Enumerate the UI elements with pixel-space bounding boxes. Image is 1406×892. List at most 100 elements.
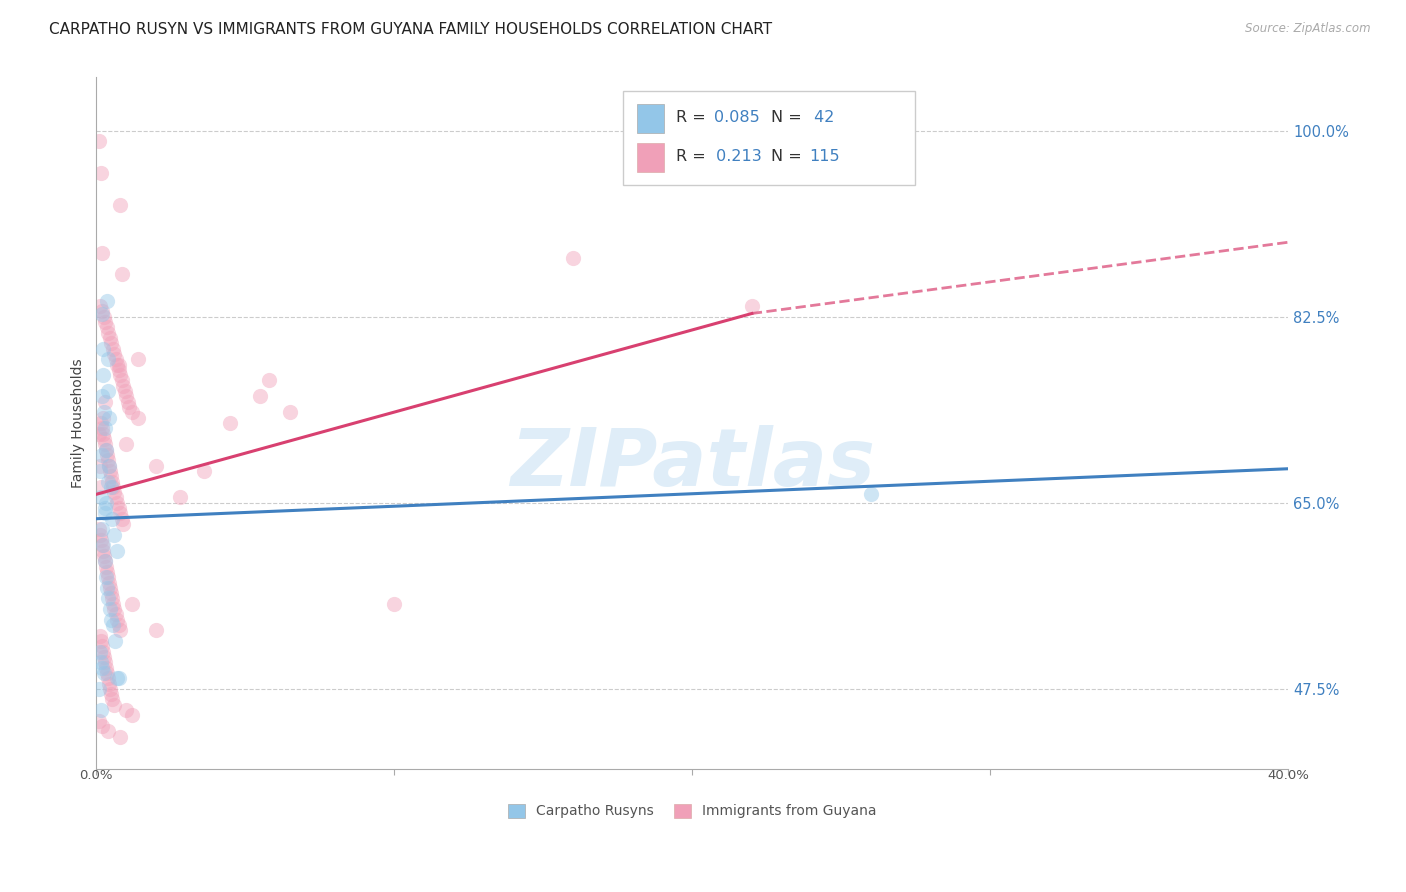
Point [97, 458, 120, 473]
Point [97, 410, 120, 425]
Point [98, 581, 121, 595]
Point [91, 426, 114, 441]
Point [90, 416, 112, 430]
Point [93, 310, 115, 324]
Point [108, 368, 131, 383]
FancyBboxPatch shape [623, 91, 915, 185]
Point [89, 464, 111, 478]
Point [97, 575, 120, 590]
Point [103, 527, 125, 541]
Bar [637, 143, 664, 172]
Point [108, 507, 131, 521]
Point [93, 549, 115, 563]
Point [104, 352, 127, 367]
Point [91, 543, 114, 558]
Point [108, 624, 131, 638]
Point [93, 421, 115, 435]
Point [121, 597, 143, 611]
Text: R =: R = [675, 110, 710, 125]
Point [90, 538, 112, 552]
Point [90, 522, 112, 536]
Point [111, 512, 134, 526]
Point [103, 347, 125, 361]
Point [219, 416, 242, 430]
Point [94, 442, 117, 457]
Point [193, 464, 215, 478]
Point [111, 267, 134, 281]
Point [96, 665, 118, 680]
Text: R =: R = [675, 150, 710, 164]
Point [90, 166, 112, 180]
Point [97, 570, 120, 584]
Point [89, 299, 111, 313]
Text: ZIPatlas: ZIPatlas [510, 425, 875, 503]
Point [89, 681, 111, 696]
Point [107, 358, 129, 372]
Point [97, 475, 120, 489]
Point [89, 134, 111, 148]
Point [90, 634, 112, 648]
Point [97, 671, 120, 685]
Point [93, 554, 115, 568]
Point [562, 251, 585, 265]
Point [121, 405, 143, 419]
Point [90, 491, 112, 505]
Point [117, 394, 139, 409]
Point [96, 293, 118, 308]
Point [127, 352, 149, 367]
Point [89, 629, 111, 643]
Y-axis label: Family Households: Family Households [72, 359, 86, 488]
Point [103, 485, 125, 500]
Point [94, 315, 117, 329]
Text: 42: 42 [808, 110, 834, 125]
Point [93, 554, 115, 568]
Point [93, 650, 115, 665]
Point [107, 363, 129, 377]
Point [91, 246, 114, 260]
Point [96, 448, 118, 462]
Point [100, 687, 122, 701]
Point [100, 336, 122, 351]
Text: N =: N = [770, 110, 807, 125]
Point [104, 607, 127, 622]
Point [107, 618, 129, 632]
Point [257, 374, 280, 388]
Point [105, 358, 128, 372]
Point [90, 719, 112, 733]
Point [90, 306, 112, 320]
Point [741, 299, 763, 313]
Point [94, 570, 117, 584]
Point [98, 602, 121, 616]
Point [89, 522, 111, 536]
Point [89, 527, 111, 541]
Point [107, 501, 129, 516]
Point [97, 453, 120, 467]
Point [94, 394, 117, 409]
Point [93, 405, 115, 419]
Point [105, 613, 128, 627]
Point [94, 496, 117, 510]
Point [90, 533, 112, 547]
Point [859, 487, 882, 501]
Point [103, 602, 125, 616]
Point [100, 586, 122, 600]
Text: Source: ZipAtlas.com: Source: ZipAtlas.com [1246, 22, 1371, 36]
Point [97, 676, 120, 690]
Point [145, 458, 167, 473]
Point [101, 618, 124, 632]
Point [118, 400, 141, 414]
Point [101, 591, 124, 606]
Text: 0.0%: 0.0% [80, 769, 112, 781]
Point [91, 342, 114, 356]
Point [105, 496, 128, 510]
Point [108, 730, 131, 744]
Point [97, 352, 120, 367]
Point [91, 538, 114, 552]
Point [114, 384, 136, 398]
Point [97, 458, 120, 473]
Point [100, 613, 122, 627]
Point [112, 379, 135, 393]
Point [98, 464, 121, 478]
Point [278, 405, 301, 419]
Text: CARPATHO RUSYN VS IMMIGRANTS FROM GUYANA FAMILY HOUSEHOLDS CORRELATION CHART: CARPATHO RUSYN VS IMMIGRANTS FROM GUYANA… [49, 22, 772, 37]
